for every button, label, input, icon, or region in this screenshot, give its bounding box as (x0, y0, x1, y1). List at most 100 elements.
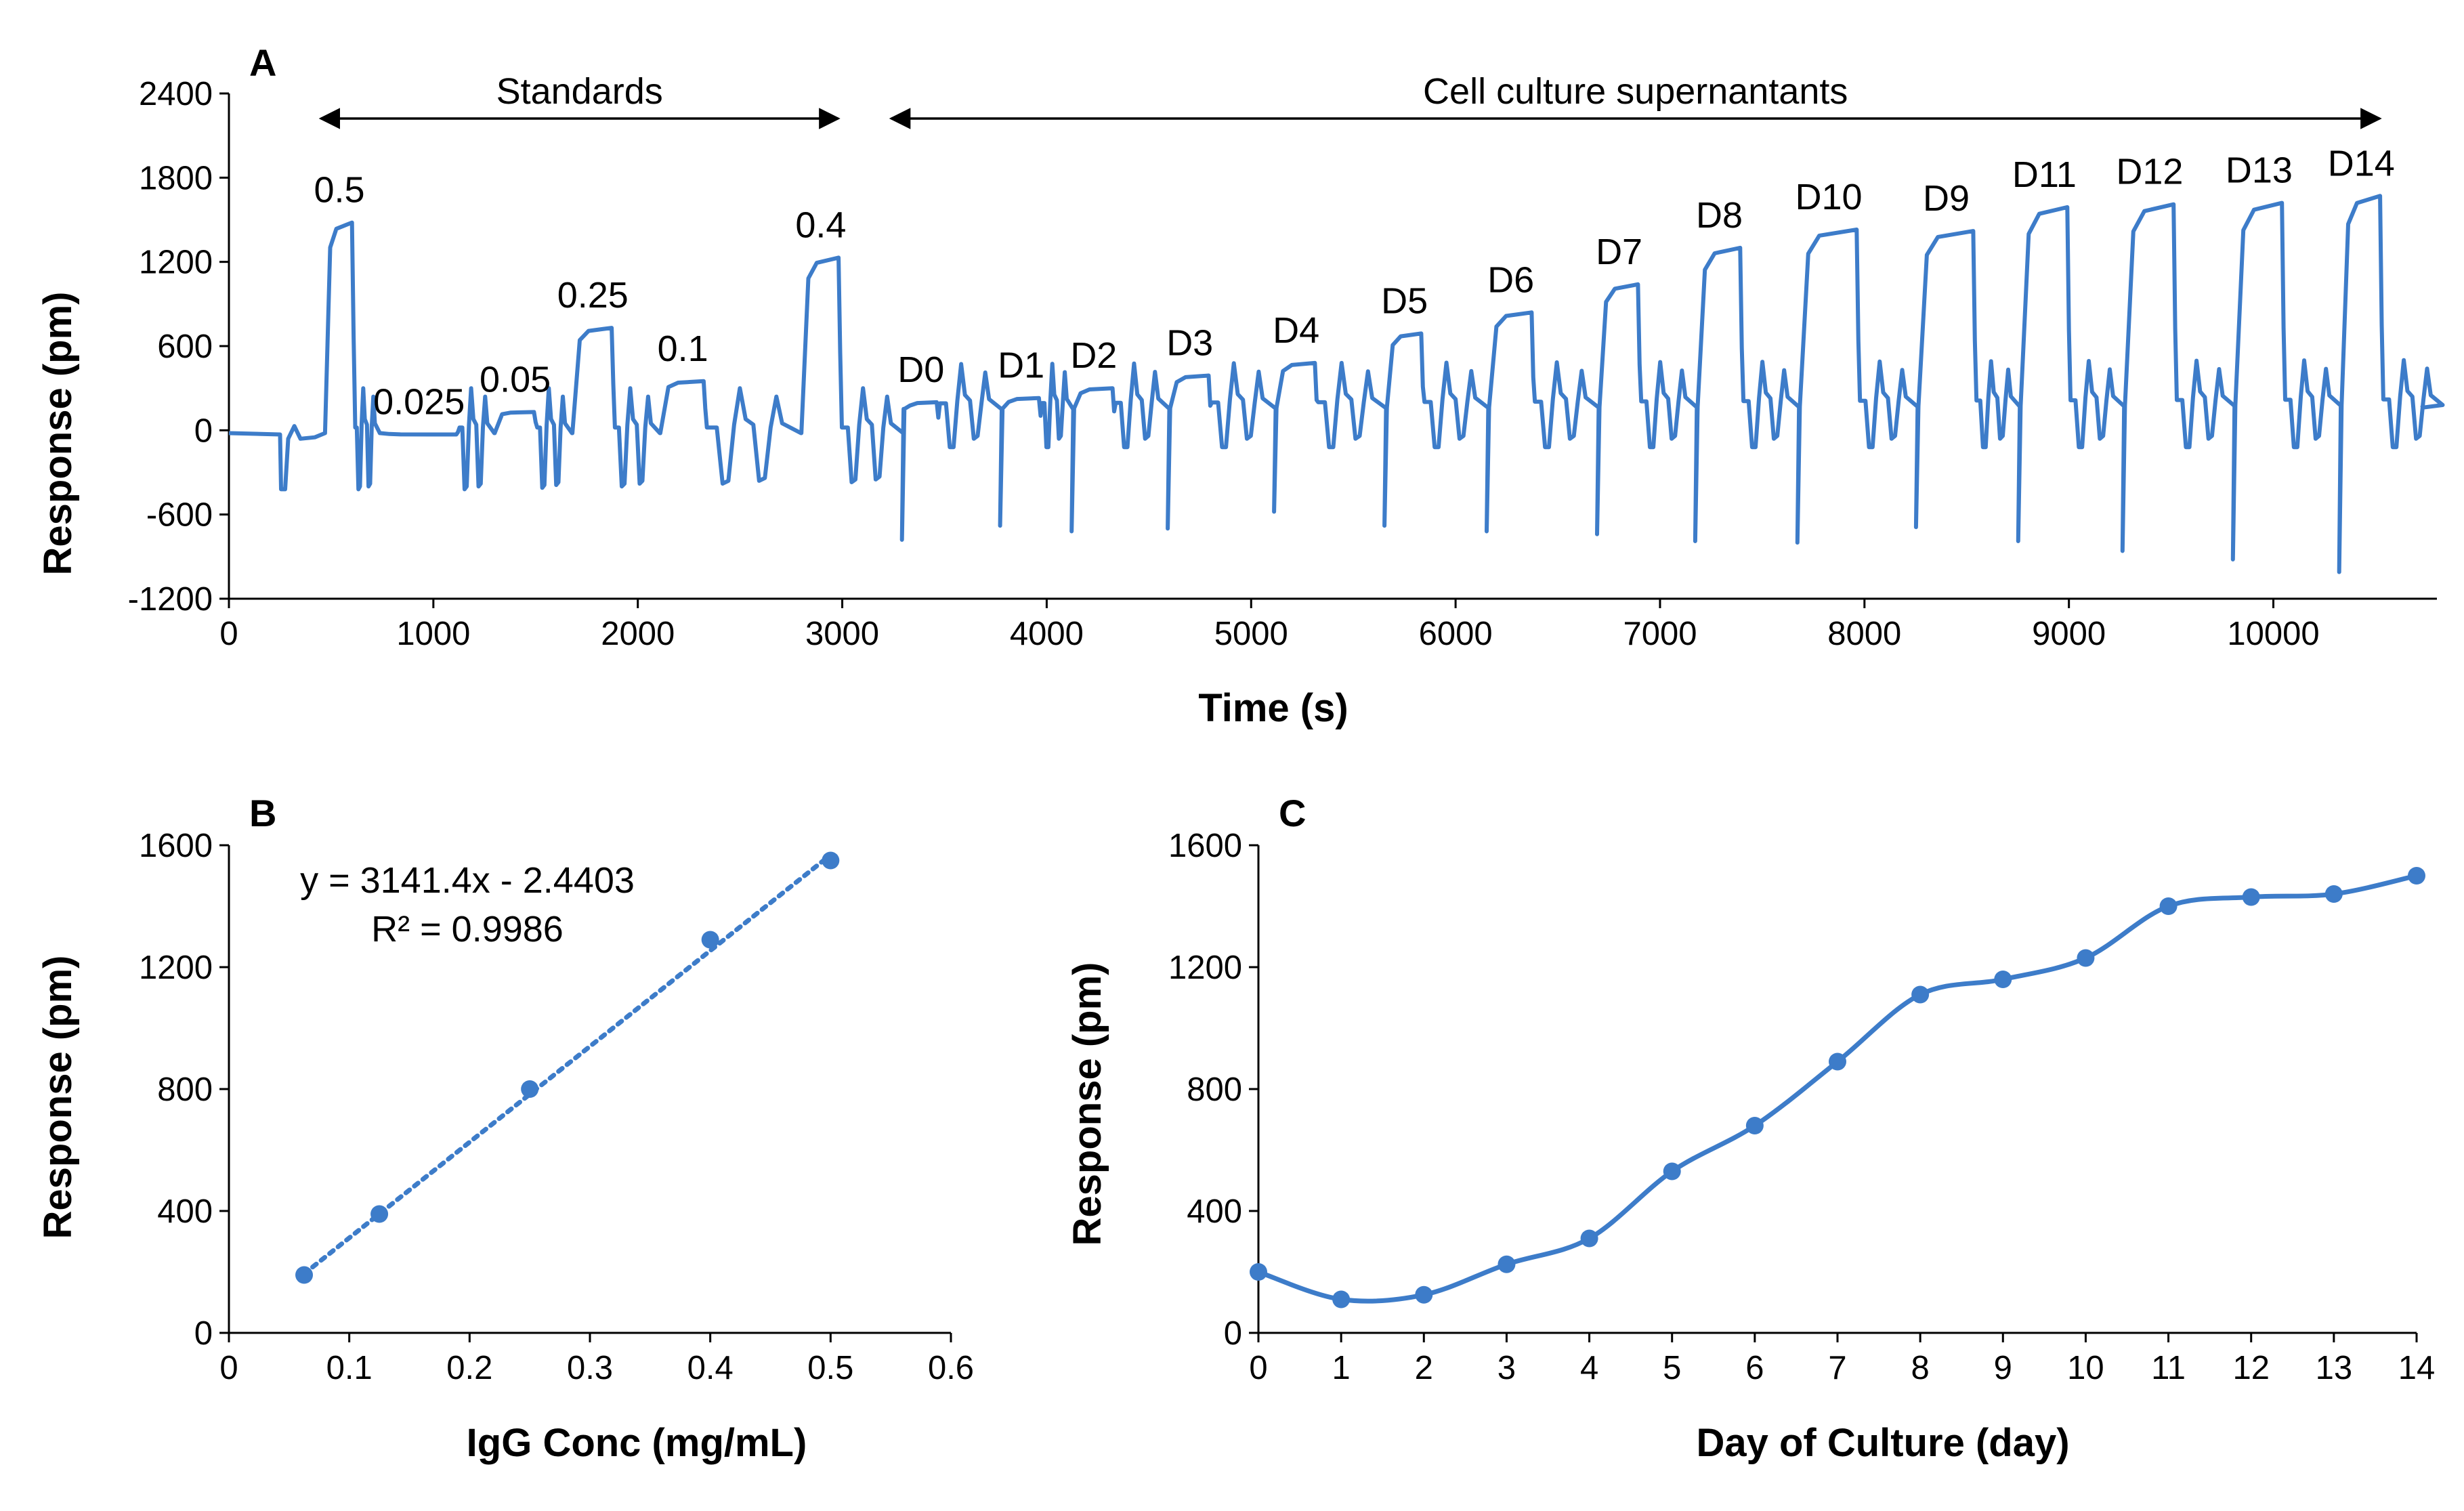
data-point (2077, 949, 2095, 967)
peak-label: D2 (1070, 335, 1117, 376)
x-tick-label: 0.6 (928, 1350, 974, 1386)
data-point (1332, 1290, 1351, 1308)
data-point (2242, 888, 2260, 906)
x-tick-label: 5 (1663, 1350, 1681, 1386)
data-point (1497, 1255, 1516, 1273)
x-tick-label: 11 (2151, 1350, 2186, 1386)
group-label: Cell culture supernantants (1423, 71, 1848, 112)
peak-label: D7 (1596, 232, 1642, 272)
x-tick-label: 3000 (805, 616, 879, 652)
peak-label: D3 (1166, 323, 1213, 364)
peak-label: D0 (897, 349, 944, 390)
panel-b-points (295, 851, 840, 1284)
x-tick-label: 8 (1911, 1350, 1930, 1386)
panel-b-r-squared: R² = 0.9986 (371, 909, 564, 950)
x-tick-label: 0.5 (807, 1350, 853, 1386)
peak-label: 0.1 (658, 328, 708, 369)
x-tick-label: 0 (1249, 1350, 1267, 1386)
y-tick-label: 400 (157, 1193, 213, 1230)
peak-label: D12 (2116, 152, 2183, 192)
data-point (1911, 985, 1930, 1004)
data-point (701, 931, 719, 949)
panel-b-trendline (301, 852, 833, 1277)
x-tick-label: 2000 (601, 616, 675, 652)
panel-b-x-title: IgG Conc (mg/mL) (467, 1421, 807, 1465)
peak-label: D10 (1795, 177, 1862, 217)
panel-c-letter: C (1279, 792, 1306, 834)
data-point (1415, 1285, 1433, 1304)
peak-label: 0.4 (795, 205, 846, 245)
x-tick-label: 0.3 (567, 1350, 613, 1386)
panel-a-letter: A (249, 41, 276, 84)
y-tick-label: 0 (194, 412, 213, 449)
peak-label: 0.05 (480, 359, 551, 400)
data-point (1250, 1263, 1267, 1281)
peak-label: D1 (998, 345, 1044, 386)
panel-b-y-title: Response (pm) (36, 956, 80, 1239)
peak-label: 0.25 (557, 275, 629, 316)
panel-b: B 0 400 800 1200 1600 0 0.1 0.2 0.3 0.4 0.5 0.6 y =… (36, 792, 974, 1465)
x-tick-label: 12 (2232, 1350, 2270, 1386)
y-tick-label: 1800 (139, 160, 213, 196)
x-tick-label: 13 (2316, 1350, 2353, 1386)
x-tick-label: 4 (1580, 1350, 1598, 1386)
panel-c-points (1250, 867, 2425, 1308)
panel-a-x-title: Time (s) (1198, 686, 1348, 730)
x-tick-label: 7 (1828, 1350, 1846, 1386)
peak-label: D4 (1273, 310, 1319, 351)
x-tick-label: 4000 (1010, 616, 1084, 652)
peak-label: D9 (1923, 178, 1970, 219)
y-tick-label: 1200 (1168, 950, 1242, 986)
panel-a-peak-labels: 0.5 0.025 0.05 0.25 0.1 0.4 D0 D1 D2 D3 D4 D5 D6 D7 D8… (314, 143, 2394, 422)
data-point (1745, 1117, 1764, 1134)
y-tick-label: 1200 (139, 950, 213, 986)
y-tick-label: 2400 (139, 76, 213, 112)
data-point (2324, 885, 2343, 903)
panel-c-x-title: Day of Culture (day) (1696, 1421, 2069, 1465)
data-point (2408, 867, 2425, 885)
panel-a: A -1200 -600 0 600 1200 1800 2400 0 1000 2000 3000… (36, 41, 2445, 730)
panel-a-group-arrows: Standards Cell culture supernantants (318, 71, 2382, 129)
panel-a-y-title: Response (pm) (36, 292, 80, 576)
x-tick-label: 0 (219, 616, 238, 652)
y-tick-label: 0 (194, 1315, 213, 1352)
y-tick-label: 800 (157, 1071, 213, 1108)
data-point (370, 1205, 389, 1223)
peak-label: D6 (1487, 259, 1534, 300)
x-tick-label: 3 (1497, 1350, 1516, 1386)
data-point (1663, 1162, 1681, 1180)
peak-label: D13 (2226, 150, 2293, 191)
y-tick-label: 1200 (139, 244, 213, 281)
panel-b-ticks: 0 400 800 1200 1600 0 0.1 0.2 0.3 0.4 0.5 0.6 (139, 828, 974, 1386)
data-point (1994, 971, 2012, 988)
x-tick-label: 1 (1332, 1350, 1351, 1386)
y-tick-label: -600 (146, 497, 213, 534)
panel-a-response-trace (228, 194, 2445, 574)
x-tick-label: 8000 (1827, 616, 1901, 652)
data-point (1580, 1229, 1598, 1248)
peak-label: D11 (2012, 154, 2077, 195)
peak-label: D5 (1381, 280, 1428, 321)
x-tick-label: 5000 (1214, 616, 1288, 652)
y-tick-label: 1600 (139, 828, 213, 864)
y-tick-label: 1600 (1168, 828, 1242, 864)
x-tick-label: 10000 (2227, 616, 2319, 652)
x-tick-label: 9 (1994, 1350, 2012, 1386)
data-point (822, 851, 840, 870)
x-tick-label: 0.1 (326, 1350, 373, 1386)
x-tick-label: 0.4 (687, 1350, 734, 1386)
x-tick-label: 7000 (1623, 616, 1697, 652)
panel-c-series-line (1257, 873, 2417, 1304)
y-tick-label: 0 (1224, 1315, 1242, 1352)
y-tick-label: 600 (157, 328, 213, 365)
x-tick-label: 6000 (1419, 616, 1493, 652)
x-tick-label: 2 (1415, 1350, 1433, 1386)
panel-b-letter: B (249, 792, 276, 834)
x-tick-label: 1000 (396, 616, 470, 652)
data-point (1829, 1052, 1846, 1071)
y-tick-label: 800 (1187, 1071, 1242, 1108)
y-tick-label: -1200 (128, 581, 213, 618)
data-point (2159, 897, 2178, 915)
